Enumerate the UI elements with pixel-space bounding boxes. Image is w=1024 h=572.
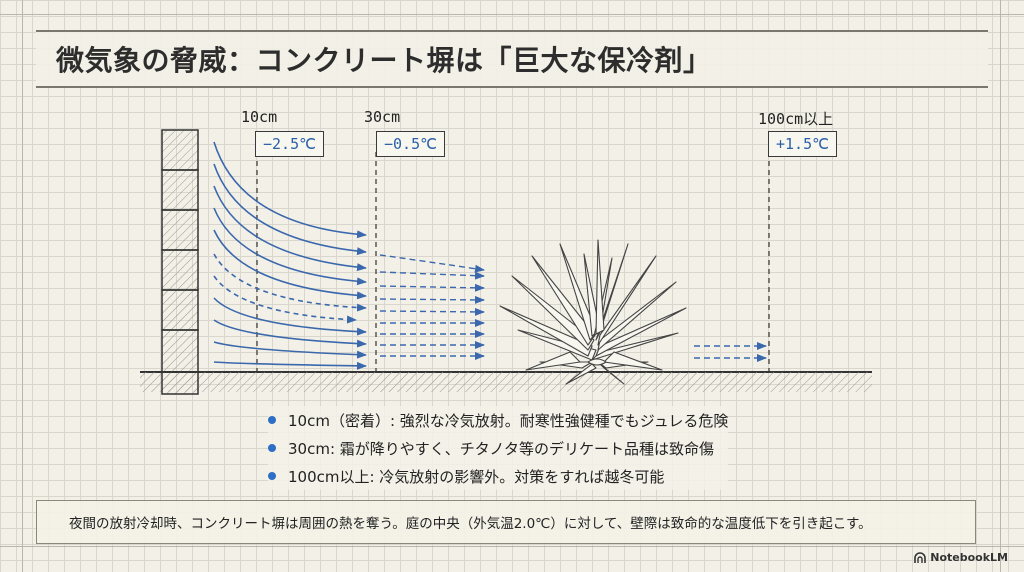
bullet-text: 30cm: 霜が降りやすく、チタノタ等のデリケート品種は致命傷 <box>288 439 715 458</box>
key-points-list: 10cm（密着）: 強烈な冷気放射。耐寒性強健種でもジュレる危険 30cm: 霜… <box>268 406 729 490</box>
agave-plant-illustration <box>499 239 687 385</box>
temp-badge-100cm: +1.5℃ <box>768 131 837 157</box>
title-banner: 微気象の脅威：コンクリート塀は「巨大な保冷剤」 <box>36 30 988 88</box>
notebooklm-logo-icon <box>914 551 927 563</box>
brand-watermark: NotebookLM <box>914 551 1008 564</box>
list-item: 30cm: 霜が降りやすく、チタノタ等のデリケート品種は致命傷 <box>268 434 729 462</box>
residual-air-flow <box>694 342 767 362</box>
frame-line-bottom <box>0 546 1024 547</box>
concrete-wall <box>161 129 199 395</box>
bullet-text: 100cm以上: 冷気放射の影響外。対策をすれば越冬可能 <box>288 467 665 486</box>
distance-label-100cm: 100cm以上 <box>758 110 834 128</box>
frame-line-top <box>0 14 1024 15</box>
cold-air-flow-curves <box>213 141 367 370</box>
brand-name: NotebookLM <box>930 551 1008 564</box>
frame-line-left <box>22 0 23 572</box>
temp-badge-10cm: −2.5℃ <box>255 131 324 157</box>
list-item: 100cm以上: 冷気放射の影響外。対策をすれば越冬可能 <box>268 462 729 490</box>
bullet-dot-icon <box>268 444 276 452</box>
frame-line-right <box>1000 0 1001 572</box>
bullet-text: 10cm（密着）: 強烈な冷気放射。耐寒性強健種でもジュレる危険 <box>288 411 729 430</box>
bullet-dot-icon <box>268 416 276 424</box>
ground <box>140 371 872 392</box>
list-item: 10cm（密着）: 強烈な冷気放射。耐寒性強健種でもジュレる危険 <box>268 406 729 434</box>
caption-box: 夜間の放射冷却時、コンクリート塀は周囲の熱を奪う。庭の中央（外気温2.0℃）に対… <box>36 500 976 544</box>
bullet-dot-icon <box>268 472 276 480</box>
cold-air-flow-dashed <box>379 254 485 360</box>
distance-label-30cm: 30cm <box>364 108 401 126</box>
caption-text: 夜間の放射冷却時、コンクリート塀は周囲の熱を奪う。庭の中央（外気温2.0℃）に対… <box>69 516 872 532</box>
distance-label-10cm: 10cm <box>241 108 278 126</box>
page-title: 微気象の脅威：コンクリート塀は「巨大な保冷剤」 <box>56 44 712 77</box>
temp-badge-30cm: −0.5℃ <box>376 131 445 157</box>
